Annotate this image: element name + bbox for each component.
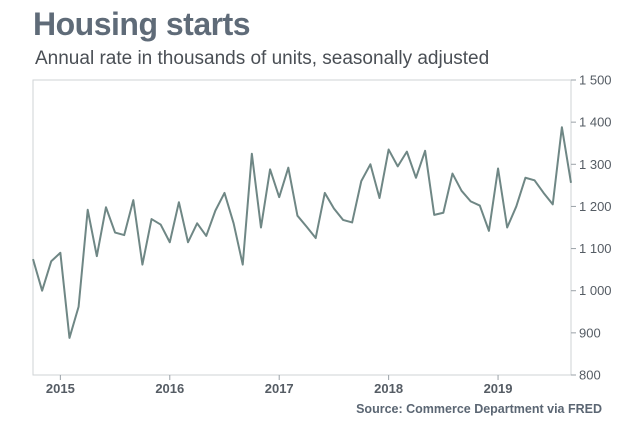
y-tick-label: 1 500 — [579, 73, 612, 88]
chart-title: Housing starts — [33, 6, 251, 42]
x-tick-label: 2015 — [46, 381, 75, 396]
source-note: Source: Commerce Department via FRED — [356, 402, 602, 416]
y-tick-label: 900 — [579, 325, 601, 340]
y-axis: 800 900 1 000 1 100 1 200 1 300 1 400 1 500 — [571, 73, 612, 383]
x-tick-label: 2017 — [265, 381, 294, 396]
x-tick-label: 2018 — [374, 381, 403, 396]
y-tick-label: 1 100 — [579, 241, 612, 256]
x-axis: 2015 2016 2017 2018 2019 — [46, 375, 513, 396]
y-tick-label: 800 — [579, 368, 601, 383]
series-line — [32, 126, 572, 339]
y-tick-label: 1 000 — [579, 283, 612, 298]
y-tick-label: 1 200 — [579, 199, 612, 214]
x-tick-label: 2019 — [484, 381, 513, 396]
plot-frame — [32, 79, 572, 376]
x-tick-label: 2016 — [155, 381, 184, 396]
y-tick-label: 1 300 — [579, 157, 612, 172]
chart-subtitle: Annual rate in thousands of units, seaso… — [35, 48, 490, 69]
y-tick-label: 1 400 — [579, 115, 612, 130]
series-layer — [32, 126, 572, 339]
